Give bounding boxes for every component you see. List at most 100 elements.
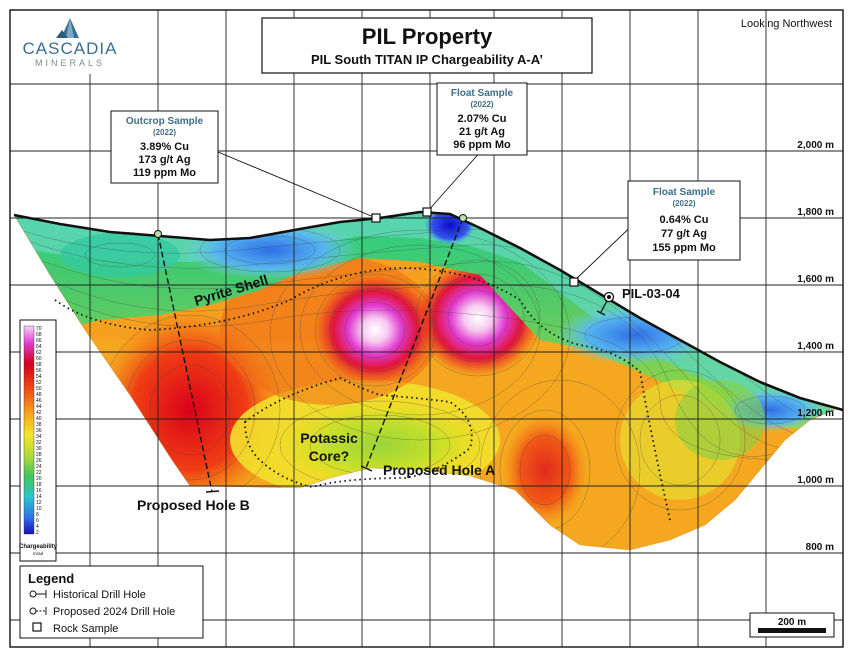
page-subtitle: PIL South TITAN IP Chargeability A-A’: [311, 52, 543, 67]
page-title: PIL Property: [362, 24, 493, 49]
logo: CASCADIA MINERALS: [10, 10, 130, 74]
colorbar-tick-label: 68: [36, 332, 42, 338]
proposed-hole-a-collar: [459, 214, 467, 222]
colorbar-tick-label: 28: [36, 452, 42, 458]
colorbar-tick-label: 38: [36, 422, 42, 428]
colorbar-tick-label: 56: [36, 368, 42, 374]
svg-text:3.89% Cu: 3.89% Cu: [140, 141, 189, 153]
topography-line: [13, 210, 844, 412]
historical-hole-pil-03-04: [596, 291, 615, 316]
legend: Legend Historical Drill Hole Proposed 20…: [19, 565, 204, 639]
elevation-label: 1,200 m: [797, 408, 834, 419]
svg-text:77 g/t Ag: 77 g/t Ag: [661, 228, 707, 240]
elevation-label: 1,800 m: [797, 207, 834, 218]
colorbar-tick-label: 40: [36, 416, 42, 422]
colorbar-tick-label: 58: [36, 362, 42, 368]
elevation-label: 800 m: [806, 542, 834, 553]
legend-rock-sample-icon: [32, 622, 42, 632]
colorbar-tick-label: 48: [36, 392, 42, 398]
svg-text:155 ppm Mo: 155 ppm Mo: [652, 242, 716, 254]
logo-text-sub: MINERALS: [35, 58, 105, 68]
svg-text:119 ppm Mo: 119 ppm Mo: [133, 167, 196, 179]
colorbar-tick-label: 14: [36, 494, 42, 500]
svg-text:173 g/t Ag: 173 g/t Ag: [138, 154, 190, 166]
legend-title: Legend: [28, 571, 74, 586]
scale-bar: 200 m: [749, 612, 835, 638]
colorbar-tick-label: 4: [36, 524, 39, 530]
potassic-label: Potassic: [300, 430, 358, 446]
colorbar-tick-label: 22: [36, 470, 42, 476]
pyrite-shell-outline: [54, 267, 671, 521]
logo-text-main: CASCADIA: [23, 39, 118, 58]
colorbar-tick-label: 46: [36, 398, 42, 404]
colorbar-tick-label: 42: [36, 410, 42, 416]
rock-sample-marker-float-2: [569, 277, 579, 287]
colorbar-tick-label: 62: [36, 350, 42, 356]
title-block: PIL Property PIL South TITAN IP Chargeab…: [261, 17, 593, 74]
scale-bar-label: 200 m: [778, 617, 806, 628]
proposed-hole-b-collar: [154, 230, 162, 238]
elevation-label: 2,000 m: [797, 140, 834, 151]
proposed-hole-b-label: Proposed Hole B: [137, 497, 250, 513]
colorbar-unit: mrad: [33, 551, 44, 556]
legend-proposed-hole-icon: [29, 607, 47, 615]
colorbar-tick-label: 12: [36, 500, 42, 506]
svg-text:Outcrop Sample: Outcrop Sample: [126, 116, 204, 127]
colorbar-tick-label: 18: [36, 482, 42, 488]
svg-text:(2022): (2022): [153, 128, 176, 137]
elevation-labels: 2,000 m 1,800 m 1,600 m 1,400 m 1,200 m …: [797, 140, 834, 553]
colorbar-label: Chargeability: [19, 544, 58, 550]
colorbar-tick-label: 26: [36, 458, 42, 464]
colorbar-tick-label: 2: [36, 530, 39, 536]
rock-sample-marker-float-1: [422, 207, 432, 217]
svg-text:Float Sample: Float Sample: [451, 88, 514, 99]
proposed-hole-b-trace: [157, 233, 213, 493]
colorbar-tick-label: 70: [36, 326, 42, 332]
legend-item: Historical Drill Hole: [53, 589, 146, 601]
elevation-label: 1,400 m: [797, 341, 834, 352]
colorbar-tick-label: 66: [36, 338, 42, 344]
core-label: Core?: [309, 448, 349, 464]
colorbar-tick-label: 20: [36, 476, 42, 482]
proposed-holes: [154, 214, 467, 493]
elevation-label: 1,600 m: [797, 274, 834, 285]
sample-box-float-2: Float Sample (2022) 0.64% Cu 77 g/t Ag 1…: [627, 180, 741, 261]
colorbar-tick-label: 60: [36, 356, 42, 362]
legend-item: Proposed 2024 Drill Hole: [53, 606, 175, 618]
legend-item: Rock Sample: [53, 623, 118, 635]
colorbar-tick-label: 34: [36, 434, 42, 440]
colorbar-tick-label: 50: [36, 386, 42, 392]
colorbar-tick-label: 44: [36, 404, 42, 410]
colorbar-tick-label: 54: [36, 374, 42, 380]
legend-historical-hole-icon: [29, 590, 47, 598]
colorbar-tick-label: 64: [36, 344, 42, 350]
colorbar-tick-label: 24: [36, 464, 42, 470]
proposed-hole-a-label: Proposed Hole A: [383, 462, 495, 478]
orientation-label: Looking Northwest: [741, 18, 832, 30]
svg-text:(2022): (2022): [470, 100, 493, 109]
colorbar-tick-label: 32: [36, 440, 42, 446]
svg-text:0.64% Cu: 0.64% Cu: [660, 214, 709, 226]
alteration-outlines: [54, 267, 671, 521]
drill-hole-label: PIL-03-04: [622, 286, 681, 301]
svg-text:(2022): (2022): [672, 199, 695, 208]
colorbar-tick-label: 30: [36, 446, 42, 452]
sample-box-float-1: Float Sample (2022) 2.07% Cu 21 g/t Ag 9…: [436, 82, 528, 156]
colorbar-tick-label: 10: [36, 506, 42, 512]
logo-mountain-icon: [56, 18, 79, 38]
colorbar-tick-label: 8: [36, 512, 39, 518]
svg-text:96 ppm Mo: 96 ppm Mo: [453, 139, 511, 151]
map-frame: [9, 9, 844, 648]
svg-text:21 g/t Ag: 21 g/t Ag: [459, 126, 505, 138]
elevation-label: 1,000 m: [797, 475, 834, 486]
rock-sample-marker-outcrop: [371, 213, 381, 223]
chargeability-colorbar: 7068666462605856545250484644424038363432…: [19, 319, 58, 562]
svg-text:2.07% Cu: 2.07% Cu: [458, 113, 507, 125]
sample-box-outcrop: Outcrop Sample (2022) 3.89% Cu 173 g/t A…: [110, 110, 219, 184]
svg-text:Float Sample: Float Sample: [653, 187, 716, 198]
colorbar-tick-label: 36: [36, 428, 42, 434]
colorbar-tick-label: 52: [36, 380, 42, 386]
colorbar-tick-label: 6: [36, 518, 39, 524]
